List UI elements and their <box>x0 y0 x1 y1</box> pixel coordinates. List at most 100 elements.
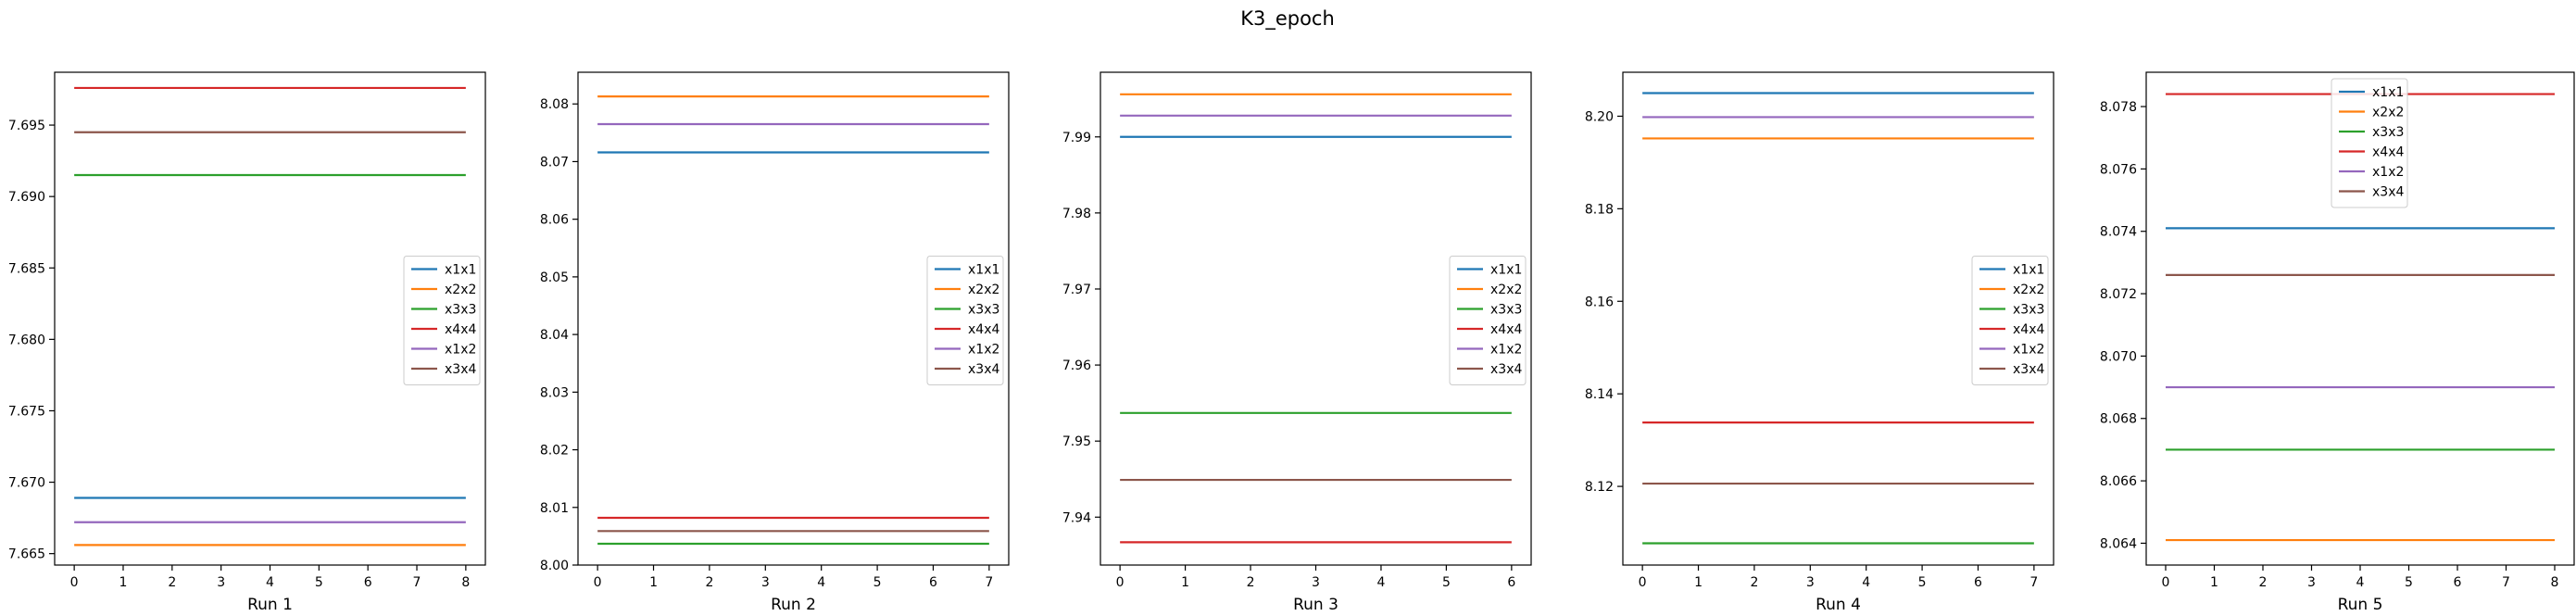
x-tick-label: 6 <box>2454 575 2462 590</box>
subplot-2: 0 1 2 3 4 5 6 7 8.00 8.01 8.02 8.03 8.04 8.05 8.06 8.07… <box>540 71 1010 614</box>
x-tick-label: 5 <box>1442 575 1451 590</box>
y-tick-label: 7.675 <box>8 404 45 419</box>
y-tick-label: 8.070 <box>2100 349 2137 364</box>
legend: x1x1 x2x2 x3x3 x4x4 x1x2 x3x4 <box>403 256 481 385</box>
y-tick-label: 8.01 <box>540 501 569 516</box>
y-tick-label: 7.94 <box>1062 510 1091 525</box>
x-tick-label: 0 <box>594 575 602 590</box>
x-tick-label: 8 <box>2551 575 2559 590</box>
legend-label-x3x3: x3x3 <box>2013 303 2044 318</box>
x-axis-label: Run 2 <box>771 596 816 614</box>
y-tick-label: 7.690 <box>8 190 45 205</box>
y-tick-label: 8.08 <box>540 97 569 112</box>
y-tick-label: 8.12 <box>1585 480 1614 495</box>
x-tick-label: 0 <box>70 575 79 590</box>
y-tick-label: 7.680 <box>8 333 45 347</box>
subplots: 0 1 2 3 4 5 6 7 8 7.665 7.670 7.675 7.680 7.685 7.690 7… <box>8 71 2575 614</box>
legend-label-x2x2: x2x2 <box>1490 283 1522 297</box>
legend-label-x2x2: x2x2 <box>445 283 476 297</box>
x-tick-label: 5 <box>315 575 323 590</box>
y-tick-label: 7.695 <box>8 119 45 133</box>
y-tick-label: 8.04 <box>540 328 569 343</box>
legend-label-x2x2: x2x2 <box>2013 283 2044 297</box>
x-tick-label: 4 <box>1376 575 1385 590</box>
x-tick-label: 3 <box>1806 575 1815 590</box>
x-tick-label: 0 <box>2162 575 2170 590</box>
y-tick-label: 8.06 <box>540 213 569 228</box>
legend-label-x1x2: x1x2 <box>1490 343 1522 358</box>
x-tick-label: 0 <box>1639 575 1647 590</box>
y-tick-label: 7.99 <box>1062 131 1091 145</box>
y-tick-label: 8.02 <box>540 444 569 459</box>
x-tick-label: 1 <box>1181 575 1189 590</box>
y-tick-label: 7.98 <box>1062 207 1091 221</box>
x-tick-label: 1 <box>1694 575 1703 590</box>
x-tick-label: 5 <box>873 575 882 590</box>
x-tick-label: 1 <box>119 575 128 590</box>
legend: x1x1 x2x2 x3x3 x4x4 x1x2 x3x4 <box>1449 256 1527 385</box>
legend-label-x4x4: x4x4 <box>2013 322 2044 337</box>
legend: x1x1 x2x2 x3x3 x4x4 x1x2 x3x4 <box>2331 78 2408 208</box>
x-tick-label: 2 <box>1750 575 1758 590</box>
y-tick-label: 7.96 <box>1062 358 1091 373</box>
figure-title: K3_epoch <box>1240 7 1335 31</box>
legend-label-x1x1: x1x1 <box>2013 263 2044 278</box>
x-tick-label: 7 <box>413 575 421 590</box>
x-tick-label: 2 <box>1247 575 1255 590</box>
legend-label-x3x3: x3x3 <box>968 303 999 318</box>
subplot-4: 0 1 2 3 4 5 6 7 8.12 8.14 8.16 8.18 8.20 Run 4 x1x1 x2x… <box>1585 71 2055 614</box>
x-tick-label: 2 <box>705 575 713 590</box>
legend-label-x1x1: x1x1 <box>445 263 476 278</box>
y-tick-label: 8.072 <box>2100 287 2137 302</box>
x-axis-label: Run 5 <box>2338 596 2383 614</box>
x-tick-label: 3 <box>761 575 770 590</box>
y-tick-label: 8.20 <box>1585 109 1614 124</box>
y-tick-label: 8.068 <box>2100 412 2137 427</box>
y-tick-label: 8.00 <box>540 559 569 573</box>
legend-label-x4x4: x4x4 <box>968 322 999 337</box>
legend-label-x3x4: x3x4 <box>445 362 476 377</box>
subplot-3: 0 1 2 3 4 5 6 7.94 7.95 7.96 7.97 7.98 7.99 Run 3 x1x1… <box>1062 71 1532 614</box>
x-axis-label: Run 1 <box>247 596 293 614</box>
y-tick-label: 8.074 <box>2100 225 2137 240</box>
x-tick-label: 0 <box>1116 575 1125 590</box>
x-tick-label: 3 <box>2307 575 2316 590</box>
x-tick-label: 8 <box>461 575 470 590</box>
y-tick-label: 7.97 <box>1062 283 1091 297</box>
legend-label-x3x4: x3x4 <box>1490 362 1522 377</box>
y-tick-label: 7.665 <box>8 547 45 562</box>
x-tick-label: 7 <box>2502 575 2510 590</box>
y-tick-label: 8.16 <box>1585 295 1614 309</box>
y-tick-label: 7.95 <box>1062 434 1091 449</box>
legend-label-x1x1: x1x1 <box>2372 85 2404 100</box>
y-tick-label: 7.685 <box>8 261 45 276</box>
legend-label-x3x4: x3x4 <box>2372 185 2404 200</box>
legend-label-x4x4: x4x4 <box>445 322 476 337</box>
x-tick-label: 3 <box>217 575 225 590</box>
axes-frame <box>577 71 1010 566</box>
y-tick-label: 8.05 <box>540 270 569 285</box>
y-tick-label: 8.18 <box>1585 202 1614 217</box>
y-tick-label: 8.066 <box>2100 474 2137 489</box>
legend-label-x3x4: x3x4 <box>968 362 999 377</box>
x-tick-label: 5 <box>2405 575 2413 590</box>
subplot-1: 0 1 2 3 4 5 6 7 8 7.665 7.670 7.675 7.680 7.685 7.690 7… <box>8 71 486 614</box>
x-tick-label: 7 <box>985 575 993 590</box>
x-tick-label: 1 <box>2210 575 2218 590</box>
x-axis-label: Run 3 <box>1293 596 1338 614</box>
legend-label-x4x4: x4x4 <box>1490 322 1522 337</box>
y-tick-label: 8.03 <box>540 385 569 400</box>
legend-label-x1x1: x1x1 <box>1490 263 1522 278</box>
x-tick-label: 4 <box>266 575 274 590</box>
y-tick-label: 8.064 <box>2100 536 2137 551</box>
legend-label-x1x2: x1x2 <box>445 343 476 358</box>
legend-label-x3x4: x3x4 <box>2013 362 2044 377</box>
y-tick-label: 8.076 <box>2100 162 2137 177</box>
x-tick-label: 6 <box>929 575 937 590</box>
axes-frame <box>1622 71 2055 566</box>
legend-label-x3x3: x3x3 <box>445 303 476 318</box>
y-tick-label: 8.07 <box>540 155 569 170</box>
x-tick-label: 6 <box>364 575 372 590</box>
